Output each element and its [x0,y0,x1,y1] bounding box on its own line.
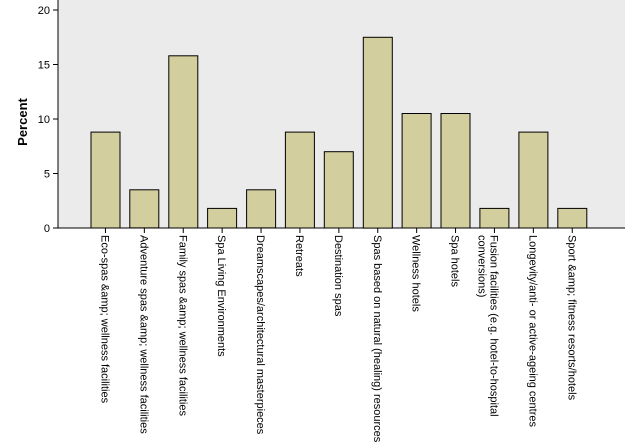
bar [168,55,199,229]
x-tick-label: Spa Living Environments [215,235,227,357]
bar [284,131,315,229]
bar [362,36,393,229]
x-tick-label: Wellness hotels [410,235,422,312]
x-tick-label: Spa hotels [449,235,461,287]
x-tick-label: Longevity/anti- or active-ageing centres [526,235,538,427]
bar [440,113,471,229]
x-tick-label: Retreats [293,235,305,277]
y-tick-label: 20 [38,5,50,17]
bar [90,131,121,229]
bar [479,207,510,229]
x-tick-label: Family spas &amp; wellness facilities [176,235,188,416]
x-tick-label: Spas based on natural (healing) resource… [371,235,383,443]
x-tick-label: Destination spas [332,235,344,317]
bar [518,131,549,229]
x-tick-label: Fusion facilities (e.g. hotel-to-hospita… [475,235,499,417]
x-tick-label: Sport &amp; fitness resorts/hotels [565,235,577,401]
x-tick-labels: Eco-spas &amp; wellness facilities Advent… [98,235,577,443]
x-tick-label: Eco-spas &amp; wellness facilities [98,235,110,404]
bar [207,207,238,229]
bar [323,151,354,229]
y-tick-label: 5 [44,169,50,181]
x-tick-label: Adventure spas &amp; wellness facilities [137,235,149,434]
y-tick-label: 15 [38,60,50,72]
x-tick-label: Dreamscapes/architectural masterpieces [254,235,266,435]
bar [557,207,588,229]
bar [401,113,432,229]
bars-group [90,36,588,229]
y-tick-label: 10 [38,114,50,126]
bar [246,189,277,229]
x-axis [58,227,625,233]
y-axis: 0 5 10 15 20 [38,0,59,235]
bar [129,189,160,229]
y-axis-title: Percent [15,97,30,145]
y-tick-label: 0 [44,223,50,235]
